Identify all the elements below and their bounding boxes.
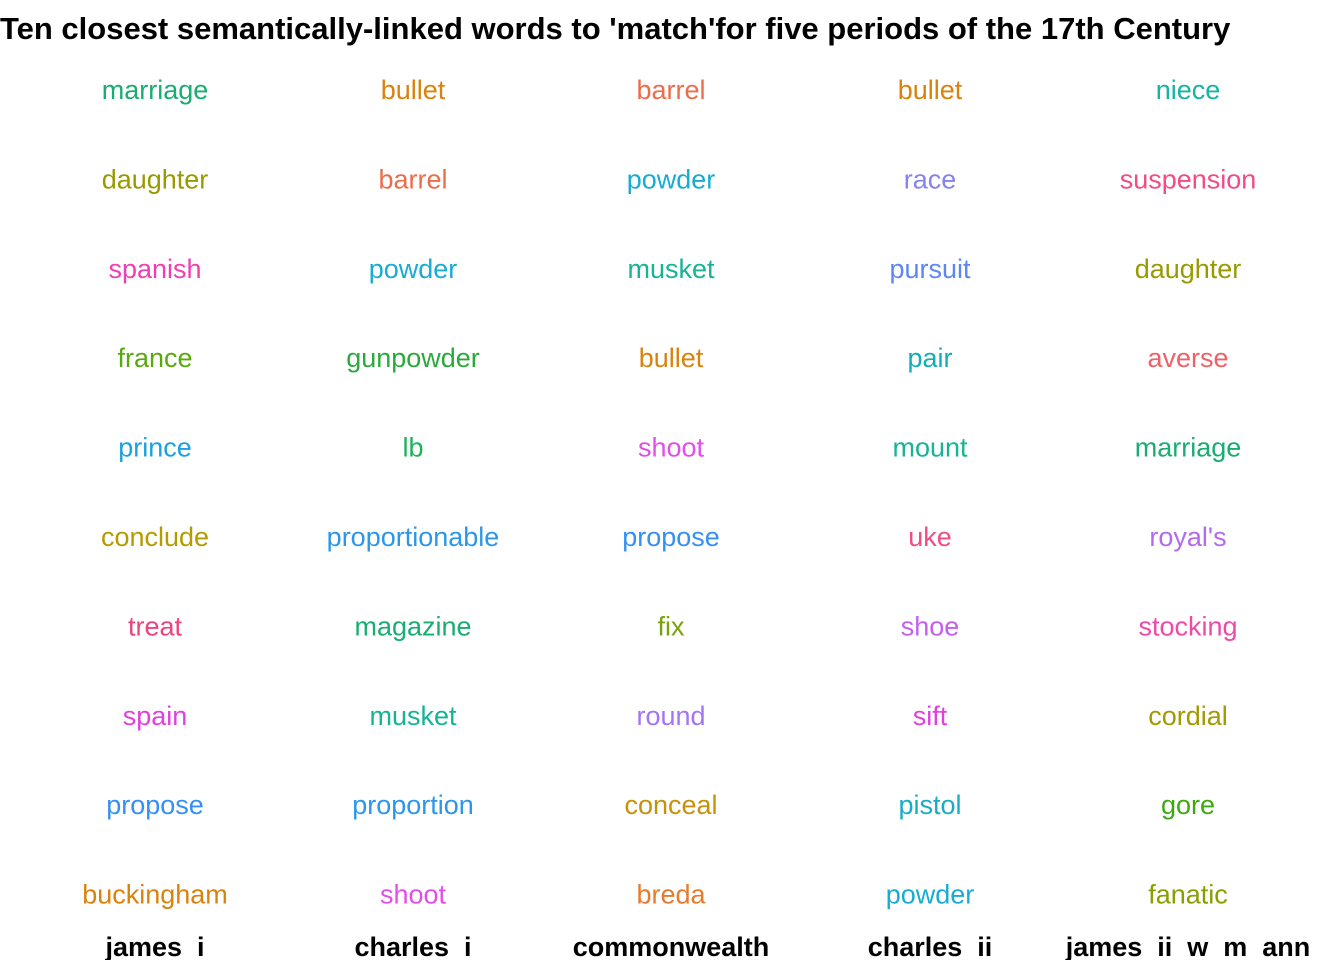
word-label: magazine bbox=[354, 611, 471, 641]
word-label: shoot bbox=[638, 433, 705, 463]
period-label: james ii w m ann bbox=[1065, 932, 1311, 960]
word-label: royal's bbox=[1149, 522, 1226, 552]
word-column: barrel powder musket bullet shoot propose fix r… bbox=[573, 75, 770, 960]
word-label: daughter bbox=[1135, 254, 1242, 284]
word-label: marriage bbox=[1135, 433, 1242, 463]
word-label: stocking bbox=[1138, 611, 1237, 641]
word-label: proportionable bbox=[327, 522, 500, 552]
word-label: propose bbox=[622, 522, 720, 552]
word-label: propose bbox=[106, 790, 204, 820]
word-label: lb bbox=[402, 433, 423, 463]
word-column: bullet race pursuit pair mount uke shoe sift pis… bbox=[868, 75, 993, 960]
word-label: sift bbox=[913, 701, 948, 731]
period-label: commonwealth bbox=[573, 932, 770, 960]
period-label: james i bbox=[104, 932, 204, 960]
word-label: spanish bbox=[108, 254, 201, 284]
word-label: race bbox=[904, 164, 957, 194]
word-label: spain bbox=[123, 701, 188, 731]
word-label: powder bbox=[886, 880, 975, 910]
word-label: mount bbox=[892, 433, 968, 463]
word-label: powder bbox=[627, 164, 716, 194]
word-label: treat bbox=[128, 611, 183, 641]
word-label: averse bbox=[1147, 343, 1228, 373]
word-label: cordial bbox=[1148, 701, 1228, 731]
word-label: proportion bbox=[352, 790, 474, 820]
chart-title: Ten closest semantically-linked words to… bbox=[0, 11, 1231, 46]
word-label: bullet bbox=[381, 75, 446, 105]
word-label: powder bbox=[369, 254, 458, 284]
word-label: conceal bbox=[624, 790, 717, 820]
word-label: prince bbox=[118, 433, 192, 463]
word-label: france bbox=[117, 343, 192, 373]
word-label: musket bbox=[369, 701, 457, 731]
word-label: pursuit bbox=[889, 254, 971, 284]
word-label: niece bbox=[1156, 75, 1221, 105]
word-column: niece suspension daughter averse marriage roy… bbox=[1065, 75, 1311, 960]
period-label: charles ii bbox=[868, 932, 993, 960]
word-column: marriage daughter spanish france prince concl… bbox=[82, 75, 228, 960]
word-label: buckingham bbox=[82, 880, 228, 910]
word-label: pair bbox=[907, 343, 952, 373]
word-label: fix bbox=[658, 611, 686, 641]
word-label: conclude bbox=[101, 522, 209, 552]
word-label: gunpowder bbox=[346, 343, 480, 373]
word-label: barrel bbox=[636, 75, 705, 105]
word-label: musket bbox=[627, 254, 715, 284]
word-label: breda bbox=[636, 880, 706, 910]
word-label: bullet bbox=[898, 75, 963, 105]
word-label: uke bbox=[908, 522, 952, 552]
word-label: marriage bbox=[102, 75, 209, 105]
word-label: pistol bbox=[898, 790, 961, 820]
word-label: shoot bbox=[380, 880, 447, 910]
word-label: fanatic bbox=[1148, 880, 1228, 910]
word-label: bullet bbox=[639, 343, 704, 373]
period-label: charles i bbox=[354, 932, 471, 960]
word-label: daughter bbox=[102, 164, 209, 194]
word-label: shoe bbox=[901, 611, 960, 641]
word-label: suspension bbox=[1120, 164, 1257, 194]
word-label: round bbox=[636, 701, 705, 731]
word-label: barrel bbox=[378, 164, 447, 194]
word-label: gore bbox=[1161, 790, 1215, 820]
word-columns: marriage daughter spanish france prince concl… bbox=[82, 75, 1310, 960]
word-column: bullet barrel powder gunpowder lb proportiona… bbox=[327, 75, 500, 960]
